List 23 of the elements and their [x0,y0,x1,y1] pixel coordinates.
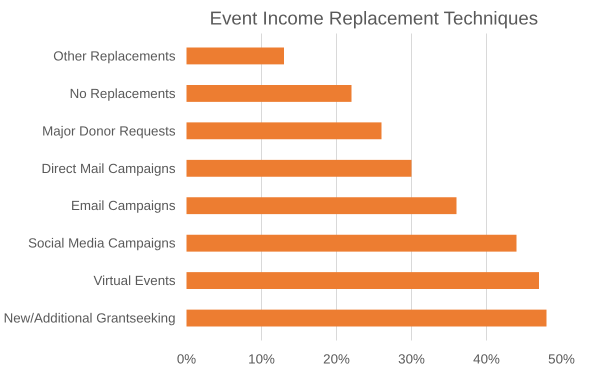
y-tick-label: Major Donor Requests [42,123,176,138]
x-tick-label: 30% [398,352,425,366]
bar [186,122,382,140]
y-tick-label: Direct Mail Campaigns [41,160,176,176]
x-tick-label: 20% [323,352,350,366]
bar [186,234,516,252]
bar [186,197,456,214]
bar [186,310,546,326]
y-tick-label: New/Additional Grantseeking [4,310,176,326]
bar [186,160,412,177]
y-tick-label: Other Replacements [53,48,176,64]
y-tick-label: No Replacements [70,86,176,101]
x-tick-label: 10% [248,352,275,366]
y-tick-label: Virtual Events [94,273,176,288]
chart-title: Event Income Replacement Techniques [210,8,538,28]
y-tick-label: Social Media Campaigns [28,236,176,251]
bar [186,272,539,290]
y-tick-label: Email Campaigns [71,198,176,214]
bar [186,84,352,102]
bar [186,48,284,64]
x-tick-label: 40% [473,352,500,366]
x-tick-label: 0% [176,352,196,366]
x-tick-label: 50% [548,352,575,366]
